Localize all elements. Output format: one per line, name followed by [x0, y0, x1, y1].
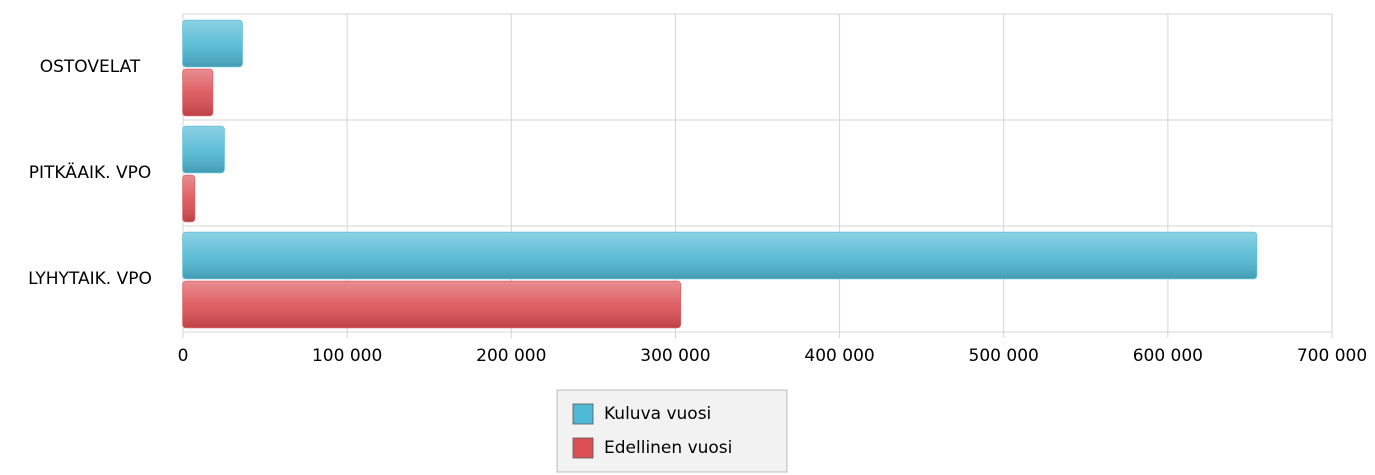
x-tick-label: 0: [178, 346, 189, 366]
x-tick-label: 700 000: [1297, 346, 1367, 366]
x-tick-label: 400 000: [804, 346, 874, 366]
legend-swatch: [572, 437, 594, 459]
bar-shine: [183, 20, 243, 67]
x-tick-label: 500 000: [969, 346, 1039, 366]
x-tick-label: 200 000: [476, 346, 546, 366]
bar-shine: [183, 281, 681, 328]
x-tick-label: 100 000: [312, 346, 382, 366]
y-tick-label: OSTOVELAT: [40, 57, 141, 77]
bar-shine: [183, 232, 1257, 279]
x-tick-label: 300 000: [640, 346, 710, 366]
bar-shine: [183, 175, 195, 222]
bar-shine: [183, 69, 213, 116]
legend-swatch: [572, 403, 594, 425]
legend-box: [556, 389, 788, 473]
y-tick-label: PITKÄAIK. VPO: [29, 162, 151, 183]
y-tick-label: LYHYTAIK. VPO: [28, 269, 152, 289]
legend-label: Edellinen vuosi: [604, 438, 732, 458]
legend-label: Kuluva vuosi: [604, 404, 711, 424]
bar-shine: [183, 126, 225, 173]
x-tick-label: 600 000: [1133, 346, 1203, 366]
